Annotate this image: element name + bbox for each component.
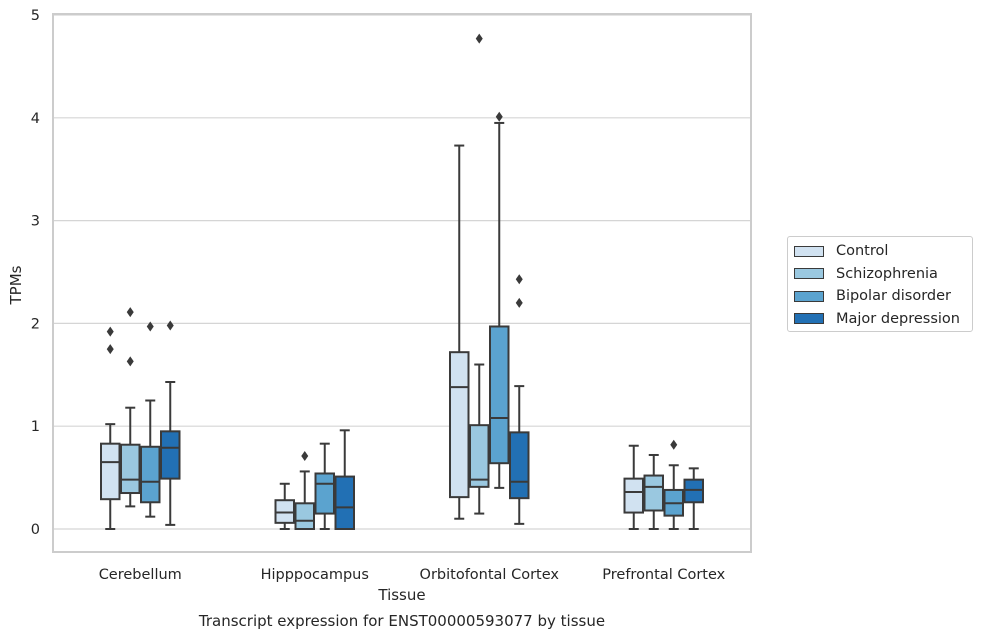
box-4-3 bbox=[663, 439, 684, 530]
y-tick-labels: 0 1 2 3 4 5 bbox=[31, 8, 40, 538]
iqr-box bbox=[334, 475, 355, 530]
x-tick-label: Orbitofontal Cortex bbox=[420, 567, 560, 583]
iqr-box bbox=[120, 443, 141, 495]
outlier-point bbox=[146, 321, 154, 332]
box-1-4 bbox=[160, 320, 181, 526]
legend-swatch bbox=[794, 290, 824, 302]
iqr-box bbox=[623, 477, 644, 514]
x-tick-label: Cerebellum bbox=[99, 567, 182, 583]
legend-label: Bipolar disorder bbox=[836, 288, 951, 304]
iqr-box bbox=[509, 431, 530, 500]
plot-frame bbox=[52, 13, 752, 553]
iqr-box bbox=[294, 502, 315, 530]
outlier-point bbox=[301, 451, 309, 462]
chart-title: Transcript expression for ENST0000059307… bbox=[198, 612, 605, 630]
legend-item: Schizophrenia bbox=[794, 263, 938, 285]
box-4-4 bbox=[683, 467, 704, 530]
legend-swatch bbox=[794, 245, 824, 257]
iqr-box bbox=[683, 478, 704, 504]
outlier-point bbox=[515, 274, 523, 285]
y-axis-label: TPMs bbox=[7, 265, 25, 305]
x-axis-label: Tissue bbox=[377, 586, 425, 604]
x-tick-label: Hipppocampus bbox=[261, 567, 369, 583]
box-2-4 bbox=[334, 429, 355, 530]
y-tick-label: 2 bbox=[31, 316, 40, 332]
outlier-point bbox=[126, 307, 134, 318]
iqr-box bbox=[489, 325, 510, 465]
outlier-point bbox=[106, 344, 114, 355]
box-1-2 bbox=[120, 307, 141, 508]
y-tick-label: 1 bbox=[31, 419, 40, 435]
iqr-box bbox=[140, 445, 161, 504]
box-4-1 bbox=[623, 444, 644, 530]
box-2-2 bbox=[294, 451, 315, 530]
box-3-1 bbox=[449, 144, 470, 520]
iqr-box bbox=[160, 430, 181, 480]
iqr-box bbox=[100, 442, 121, 501]
legend-label: Major depression bbox=[836, 310, 960, 327]
outlier-point bbox=[166, 320, 174, 331]
box-3-3 bbox=[489, 111, 510, 489]
legend-item: Bipolar disorder bbox=[794, 285, 951, 307]
outlier-point bbox=[106, 326, 114, 337]
iqr-box bbox=[274, 499, 295, 524]
legend-item: Control bbox=[794, 240, 888, 262]
box-3-4 bbox=[509, 274, 530, 525]
iqr-box bbox=[449, 351, 470, 499]
y-tick-label: 5 bbox=[31, 8, 40, 24]
box-layer bbox=[100, 33, 704, 530]
x-tick-labels: Cerebellum Hipppocampus Orbitofontal Corte… bbox=[99, 567, 726, 583]
x-tick-label: Prefrontal Cortex bbox=[602, 567, 725, 583]
box-2-3 bbox=[314, 442, 335, 530]
box-4-2 bbox=[643, 453, 664, 530]
legend-label: Schizophrenia bbox=[836, 265, 938, 282]
outlier-point bbox=[495, 111, 503, 122]
legend: Control Schizophrenia Bipolar disorder Majo… bbox=[787, 236, 973, 332]
legend-label: Control bbox=[836, 243, 889, 259]
box-3-2 bbox=[469, 33, 490, 515]
y-tick-label: 3 bbox=[31, 214, 40, 230]
outlier-point bbox=[670, 439, 678, 450]
iqr-box bbox=[314, 472, 335, 515]
legend-swatch bbox=[794, 268, 824, 279]
y-tick-label: 4 bbox=[31, 111, 40, 127]
legend-item: Major depression bbox=[794, 308, 960, 330]
box-1-3 bbox=[140, 321, 161, 518]
iqr-box bbox=[469, 424, 490, 488]
outlier-point bbox=[515, 297, 523, 308]
box-2-1 bbox=[274, 482, 295, 530]
outlier-point bbox=[475, 33, 483, 44]
iqr-box bbox=[643, 474, 664, 512]
outlier-point bbox=[126, 356, 134, 367]
legend-swatch bbox=[794, 313, 824, 324]
y-tick-label: 0 bbox=[31, 522, 40, 538]
box-1-1 bbox=[100, 326, 121, 530]
